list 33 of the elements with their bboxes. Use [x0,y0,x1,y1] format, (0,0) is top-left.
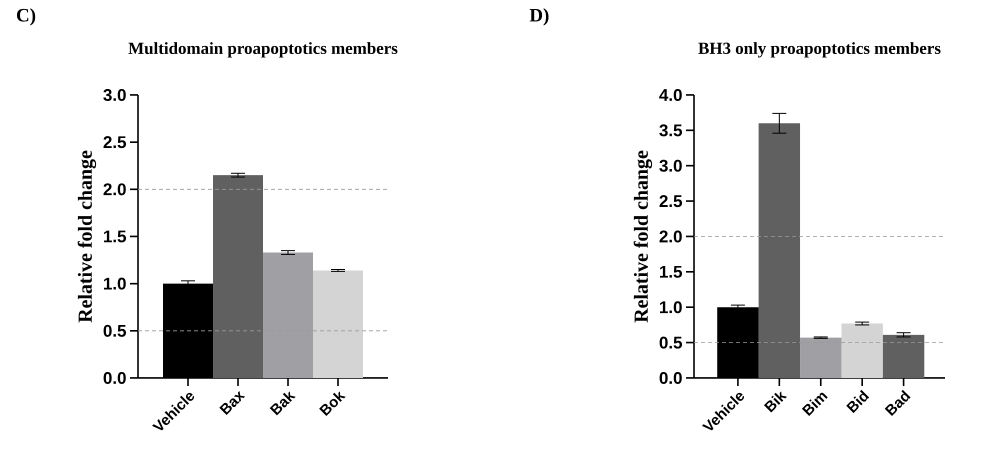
y-tick-label: 0.5 [104,324,126,337]
x-tick-label: Bik [764,391,788,412]
y-tick-label: 0.5 [660,336,682,349]
x-tick-label: Bok [319,391,346,416]
bar [882,334,924,378]
text: C) [16,8,36,26]
bar [841,324,883,378]
y-tick-label: 1.5 [104,230,126,242]
chart-title: Multidomain proapoptotics members [128,42,398,58]
y-tick-label: 1.0 [104,278,126,290]
y-tick-label: 3.0 [659,160,682,172]
y-tick-label: 2.5 [104,136,126,148]
y-tick-label: 1.0 [660,301,682,314]
y-tick-label: 3.0 [103,88,126,101]
x-tick-label: Bak [270,391,296,416]
y-tick-label: 3.5 [659,124,682,136]
y-tick-label: 0.0 [660,372,682,384]
y-tick-label: 2.0 [660,230,682,242]
x-tick-label: Bid [846,390,870,414]
y-tick-label: 4.0 [659,88,682,101]
x-tick-label: Bim [802,392,828,416]
bar [758,123,800,378]
y-axis-title: Relative fold change [634,150,652,322]
y-tick-label: 0.0 [104,372,126,384]
text: D) [530,8,548,26]
bar [313,270,364,378]
y-axis-title: Relative fold change [78,150,96,322]
y-tick-label: 2.0 [104,183,126,196]
y-tick-label: 1.5 [660,266,682,278]
chart-title: BH3 only proapoptotics members [698,42,941,58]
bar [213,175,264,378]
x-tick-label: Bax [219,390,246,416]
y-tick-label: 2.5 [660,195,682,208]
